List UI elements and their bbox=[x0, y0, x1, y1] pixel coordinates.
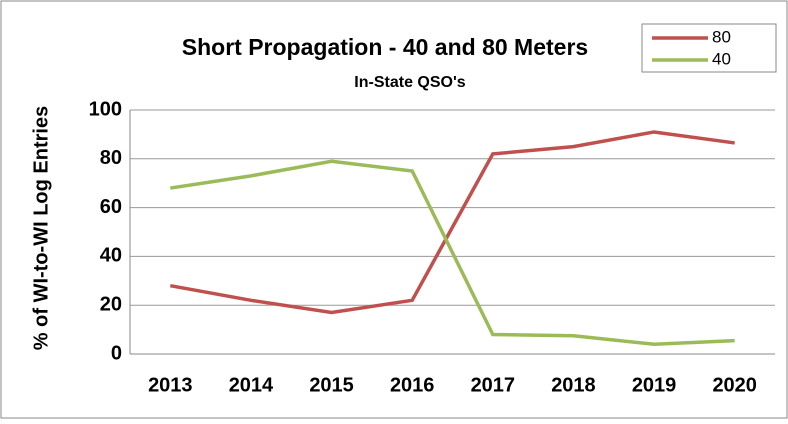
y-tick-label: 0 bbox=[111, 342, 122, 364]
y-tick-label: 80 bbox=[100, 147, 122, 169]
legend-label: 80 bbox=[712, 27, 731, 46]
y-axis-label: % of WI-to-WI Log Entries bbox=[30, 106, 52, 350]
y-tick-label: 40 bbox=[100, 245, 122, 267]
y-tick-label: 20 bbox=[100, 293, 122, 315]
line-series bbox=[170, 159, 735, 346]
chart-subtitle: In-State QSO's bbox=[354, 74, 465, 91]
legend-box bbox=[641, 23, 777, 73]
line-series bbox=[170, 130, 735, 315]
x-tick-label: 2017 bbox=[471, 374, 516, 396]
chart-title: Short Propagation - 40 and 80 Meters bbox=[182, 34, 588, 60]
x-tick-label: 2018 bbox=[551, 374, 596, 396]
x-tick-label: 2020 bbox=[712, 374, 757, 396]
x-tick-label: 2015 bbox=[309, 374, 354, 396]
x-tick-label: 2013 bbox=[148, 374, 193, 396]
y-tick-label: 60 bbox=[100, 196, 122, 218]
x-tick-label: 2014 bbox=[229, 374, 274, 396]
x-tick-label: 2019 bbox=[632, 374, 677, 396]
x-tick-label: 2016 bbox=[390, 374, 435, 396]
legend-label: 40 bbox=[712, 49, 731, 68]
y-tick-label: 100 bbox=[89, 98, 122, 120]
